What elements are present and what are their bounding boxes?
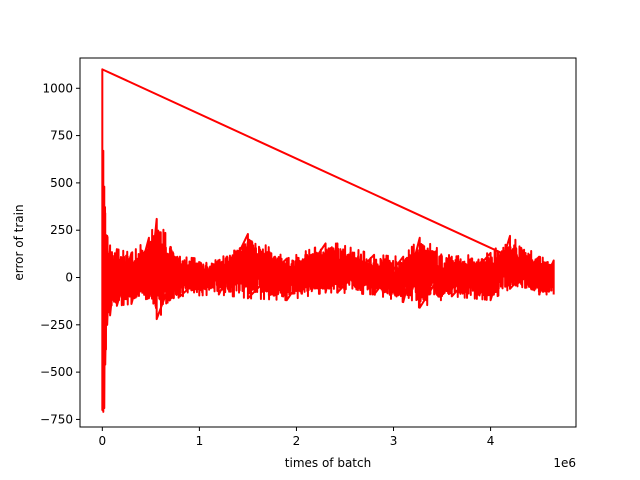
x-tick-label: 3 (390, 434, 398, 448)
x-axis-label: times of batch (285, 456, 371, 470)
y-tick-label: 1000 (42, 81, 73, 95)
x-axis-offset-label: 1e6 (553, 456, 576, 470)
y-tick-label: −250 (40, 318, 73, 332)
y-tick-label: −750 (40, 412, 73, 426)
y-axis-label: error of train (12, 204, 26, 280)
x-tick-label: 1 (196, 434, 204, 448)
series-layer (101, 68, 555, 413)
error-series-line (101, 68, 555, 413)
x-axis-ticks: 0 1 2 3 4 (99, 427, 495, 448)
y-tick-label: 750 (50, 129, 73, 143)
y-axis-ticks: −750 −500 −250 0 250 500 750 1000 (40, 81, 80, 426)
plot-area-frame (79, 57, 577, 428)
y-tick-label: 250 (50, 223, 73, 237)
y-tick-label: 0 (65, 271, 73, 285)
y-tick-label: 500 (50, 176, 73, 190)
y-tick-label: −500 (40, 365, 73, 379)
x-tick-label: 4 (487, 434, 495, 448)
x-tick-label: 0 (99, 434, 107, 448)
x-tick-label: 2 (293, 434, 301, 448)
